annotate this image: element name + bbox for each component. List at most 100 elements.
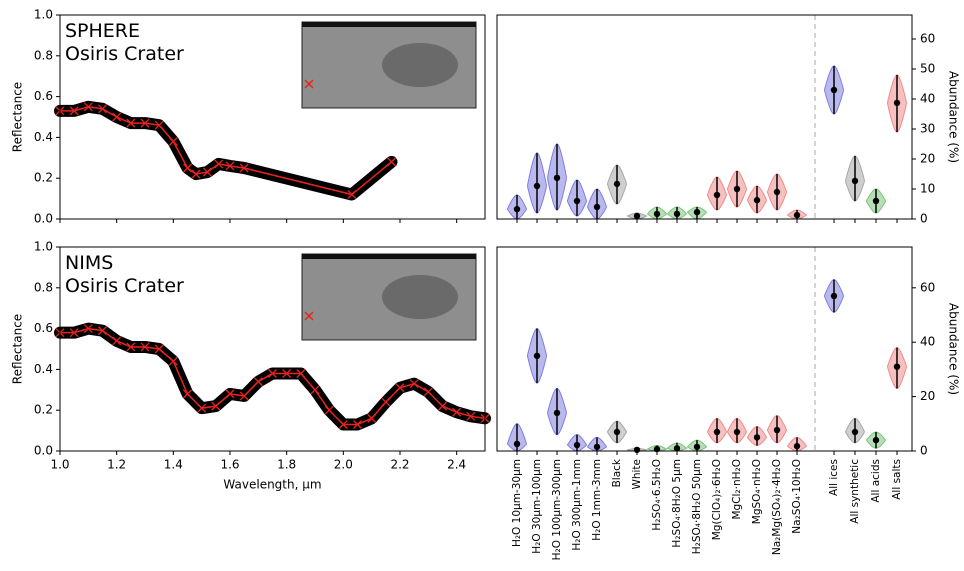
- x-tick-label: MgCl₂·nH₂O: [731, 459, 743, 520]
- y-axis-label: Abundance (%): [947, 303, 961, 395]
- median-dot: [753, 434, 761, 441]
- y-tick-label: 10: [920, 182, 935, 196]
- median-dot: [793, 211, 801, 219]
- x-tick-label: Na₂Mg(SO₄)₂·4H₂O: [771, 459, 783, 555]
- y-tick-label: 0: [920, 444, 928, 458]
- y-tick-label: 0.8: [34, 48, 53, 62]
- y-tick-label: 40: [920, 92, 935, 106]
- median-dot: [673, 445, 681, 452]
- median-dot: [653, 210, 661, 218]
- spectrum-point: [211, 401, 221, 411]
- y-tick-label: 20: [920, 152, 935, 166]
- spectrum-point: [268, 369, 277, 378]
- median-dot: [533, 182, 541, 190]
- median-dot: [773, 426, 781, 434]
- y-tick-label: 0: [920, 212, 928, 226]
- spread-band: [54, 100, 398, 201]
- x-tick-label: 1.6: [220, 458, 239, 472]
- median-dot: [851, 428, 859, 436]
- spectrum-point: [126, 118, 136, 128]
- x-tick-label: All synthetic: [849, 459, 861, 524]
- spectrum-point: [83, 102, 93, 112]
- x-tick-label: H₂O 100µm-300µm: [551, 459, 563, 560]
- spectrum-point: [154, 344, 164, 354]
- spectrum-point: [168, 137, 178, 146]
- plot-frame: [59, 246, 486, 452]
- x-tick-label: All salts: [891, 459, 903, 500]
- median-dot: [773, 188, 781, 196]
- median-dot: [793, 442, 801, 450]
- median-dot: [513, 205, 521, 213]
- median-dot: [893, 363, 901, 370]
- y-tick-label: 0.6: [34, 89, 53, 103]
- y-tick-label: 0.4: [34, 130, 53, 144]
- spectrum-point: [202, 167, 212, 177]
- panel-label: Osiris Crater: [65, 43, 184, 65]
- spectrum-point: [112, 112, 122, 122]
- spectrum-point: [154, 120, 164, 130]
- x-tick-label: H₂SO₄·6.5H₂O: [651, 459, 663, 531]
- spectrum-point: [225, 389, 235, 399]
- y-tick-label: 0.8: [34, 280, 53, 294]
- median-dot: [573, 441, 581, 449]
- spread-band: [54, 322, 491, 431]
- median-dot: [713, 428, 721, 436]
- spectrum-point: [409, 379, 419, 389]
- median-dot: [693, 208, 701, 216]
- spectrum-line: [60, 106, 392, 196]
- plot-frame: [59, 14, 486, 220]
- spectrum-point: [381, 397, 391, 407]
- plot-frame: [496, 14, 913, 220]
- x-tick-label: All acids: [870, 459, 882, 503]
- y-tick-label: 0.0: [34, 212, 53, 226]
- x-tick-label: MgSO₄·nH₂O: [751, 459, 763, 524]
- spectrum-point: [98, 326, 107, 336]
- spectrum-point: [239, 163, 249, 173]
- x-tick-label: 2.2: [390, 458, 409, 472]
- spectrum-point: [112, 336, 122, 346]
- median-dot: [753, 196, 761, 204]
- inset-edge: [302, 254, 476, 259]
- y-axis-label: Reflectance: [11, 82, 25, 152]
- median-dot: [613, 428, 621, 436]
- x-tick-label: White: [631, 459, 643, 490]
- x-tick-label: Mg(ClO₄)₂·6H₂O: [711, 459, 723, 540]
- x-tick-label: Black: [611, 458, 623, 487]
- x-tick-label: 2.0: [334, 458, 353, 472]
- spectrum-point: [140, 342, 150, 352]
- y-tick-label: 0.4: [34, 362, 53, 376]
- x-tick-label: 1.0: [50, 458, 69, 472]
- median-dot: [693, 443, 701, 451]
- y-tick-label: 1.0: [34, 240, 53, 254]
- x-tick-label: H₂O 300µm-1mm: [571, 459, 583, 551]
- spectrum-point: [239, 391, 249, 401]
- spectrum-point: [296, 369, 306, 378]
- spectrum-point: [438, 401, 447, 411]
- spectrum-point: [353, 420, 362, 429]
- plot-frame: [496, 246, 913, 452]
- y-tick-label: 0.0: [34, 444, 53, 458]
- y-tick-label: 60: [920, 280, 935, 294]
- spectrum-point: [395, 383, 405, 393]
- median-dot: [553, 174, 561, 182]
- spectrum-point: [387, 157, 396, 167]
- spectrum-point: [126, 342, 136, 352]
- spectrum-point: [98, 104, 107, 114]
- spectrum-point: [69, 106, 79, 116]
- median-dot: [872, 436, 880, 444]
- spectrum-point: [197, 403, 207, 413]
- x-tick-label: H₂O 1mm-3mm: [591, 459, 603, 541]
- x-axis-label: Wavelength, µm: [223, 478, 321, 492]
- x-tick-label: H₂O 10µm-30µm: [511, 459, 523, 547]
- y-tick-label: 40: [920, 335, 935, 349]
- spectrum-point: [214, 159, 224, 169]
- x-tick-label: H₂O 30µm-100µm: [531, 459, 543, 554]
- spectrum-point: [282, 369, 292, 378]
- median-dot: [733, 185, 741, 193]
- median-dot: [613, 180, 621, 188]
- median-dot: [893, 99, 901, 107]
- x-tick-label: H₂SO₄·8H₂O 50µm: [691, 459, 703, 554]
- spectrum-point: [191, 169, 201, 179]
- y-tick-label: 50: [920, 62, 935, 76]
